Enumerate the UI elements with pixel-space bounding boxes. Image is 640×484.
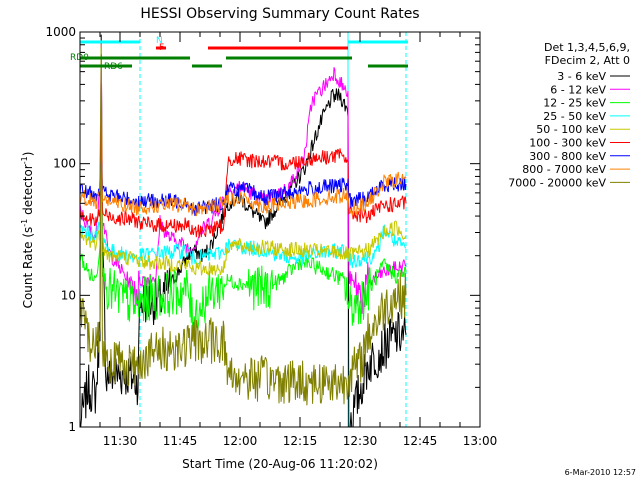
x-tick-label: 11:45 bbox=[163, 434, 198, 448]
y-axis-label: Count Rate (s-1 detector-1) bbox=[20, 152, 35, 309]
footer-date: 6-Mar-2010 12:57 bbox=[565, 468, 636, 477]
legend-label: 12 - 25 keV bbox=[543, 97, 606, 110]
series-line-7 bbox=[79, 160, 407, 217]
chart-title: HESSI Observing Summary Count Rates bbox=[140, 6, 419, 22]
x-tick-label: 11:30 bbox=[103, 434, 138, 448]
y-axis-label-sup2: -1 bbox=[20, 156, 29, 164]
flag-label-rd6: RD6 bbox=[104, 62, 123, 72]
x-tick-label: 12:30 bbox=[343, 434, 378, 448]
y-axis-label-post: ) bbox=[21, 152, 35, 157]
series-line-8 bbox=[79, 54, 407, 406]
legend-header-line-2: FDecim 2, Att 0 bbox=[545, 54, 630, 67]
legend-label: 6 - 12 keV bbox=[550, 83, 606, 96]
legend-label: 50 - 100 keV bbox=[536, 123, 606, 136]
y-tick-label: 100 bbox=[53, 157, 76, 171]
x-tick-label: 12:00 bbox=[223, 434, 258, 448]
x-axis-label: Start Time (20-Aug-06 11:20:02) bbox=[182, 457, 378, 471]
series-line-6 bbox=[79, 152, 407, 216]
y-axis-label-pre: Count Rate (s bbox=[21, 227, 35, 309]
flag-label-f: F bbox=[159, 43, 164, 53]
y-tick-label: 10 bbox=[61, 288, 76, 302]
legend-label: 800 - 7000 keV bbox=[522, 163, 606, 176]
series-line-5 bbox=[79, 83, 407, 239]
legend-header: Det 1,3,4,5,6,9, FDecim 2, Att 0 bbox=[544, 41, 630, 67]
x-tick-label: 12:45 bbox=[403, 434, 438, 448]
series-line-3 bbox=[79, 67, 407, 269]
y-axis-label-sup1: -1 bbox=[20, 219, 29, 227]
legend-label: 3 - 6 keV bbox=[557, 70, 606, 83]
series-line-2 bbox=[79, 48, 407, 334]
x-tick-label: 12:15 bbox=[283, 434, 318, 448]
series-line-1 bbox=[79, 40, 407, 314]
legend-label: 25 - 50 keV bbox=[543, 110, 606, 123]
y-axis-label-mid: detector bbox=[21, 164, 35, 219]
x-tick-label: 13:00 bbox=[463, 434, 498, 448]
y-tick-label: 1000 bbox=[45, 25, 76, 39]
svg-text:Count Rate (s-1 detector-1): Count Rate (s-1 detector-1) bbox=[20, 152, 35, 309]
flag-label-n: N bbox=[156, 36, 163, 46]
y-tick-label: 1 bbox=[68, 420, 76, 434]
legend-label: 100 - 300 keV bbox=[529, 137, 606, 150]
legend-label: 300 - 800 keV bbox=[529, 150, 606, 163]
legend-header-line-1: Det 1,3,4,5,6,9, bbox=[544, 41, 630, 54]
series-line-4 bbox=[79, 44, 407, 276]
legend-label: 7000 - 20000 keV bbox=[508, 176, 606, 189]
